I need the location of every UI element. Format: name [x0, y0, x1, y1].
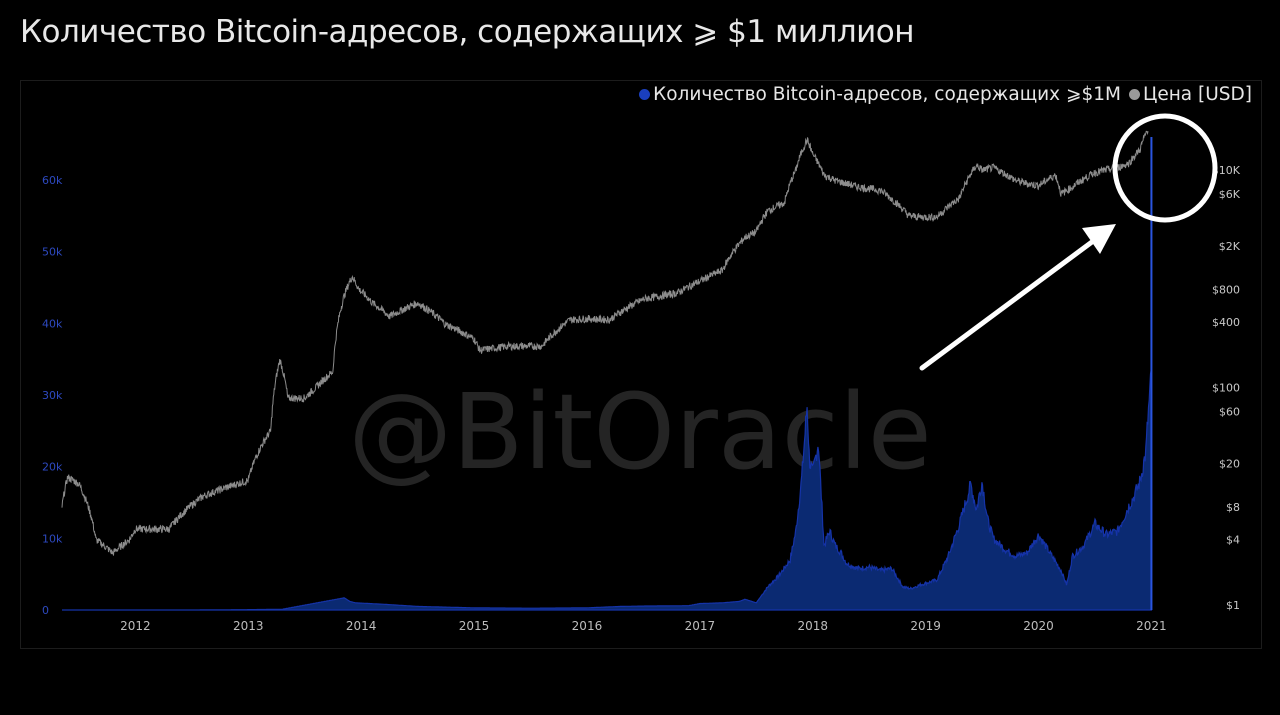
y-right-tick-label: $1 — [1226, 599, 1240, 612]
y-right-tick-label: $100 — [1212, 382, 1240, 395]
y-left-tick-label: 60k — [42, 174, 63, 187]
x-tick-label: 2020 — [1023, 619, 1054, 633]
x-tick-label: 2019 — [910, 619, 941, 633]
x-tick-label: 2017 — [685, 619, 716, 633]
y-left-tick-label: 50k — [42, 246, 63, 259]
legend-item-addresses[interactable]: Количество Bitcoin-адресов, содержащих ⩾… — [639, 84, 1121, 105]
y-right-tick-label: $4 — [1226, 534, 1240, 547]
x-tick-label: 2013 — [233, 619, 264, 633]
y-left-tick-label: 40k — [42, 317, 63, 330]
y-right-tick-label: $8 — [1226, 501, 1240, 514]
legend-label-addresses: Количество Bitcoin-адресов, содержащих ⩾… — [653, 84, 1121, 105]
y-right-tick-label: $400 — [1212, 316, 1240, 329]
axis-layer: 2012 2013 2014 2015 2016 2017 2018 2019 2020 2021… — [42, 164, 1241, 633]
legend-item-price[interactable]: Цена [USD] — [1128, 84, 1252, 105]
x-tick-label: 2015 — [459, 619, 490, 633]
legend: Количество Bitcoin-адресов, содержащих ⩾… — [639, 84, 1252, 105]
page-title: Количество Bitcoin-адресов, содержащих ⩾… — [20, 14, 915, 50]
legend-dot-price — [1128, 89, 1140, 100]
x-tick-label: 2012 — [120, 619, 151, 633]
annotation-layer — [919, 113, 1218, 371]
legend-dot-addresses — [639, 89, 651, 100]
y-right-tick-label: $800 — [1212, 283, 1240, 296]
y-left-tick-label: 10k — [42, 532, 63, 545]
price-line — [61, 130, 1149, 556]
y-left-tick-label: 20k — [42, 461, 63, 474]
annotation-arrow-shaft — [919, 233, 1103, 371]
y-right-tick-label: $60 — [1219, 406, 1240, 419]
annotation-arrow-head — [1082, 224, 1116, 254]
y-right-tick-label: $10K — [1212, 164, 1241, 177]
x-tick-label: 2021 — [1136, 619, 1167, 633]
y-right-tick-label: $2K — [1219, 240, 1241, 253]
y-left-tick-label: 0 — [42, 604, 49, 617]
y-right-tick-label: $6K — [1219, 188, 1241, 201]
x-tick-label: 2018 — [797, 619, 828, 633]
addresses-area — [62, 136, 1153, 611]
y-right-tick-label: $20 — [1219, 458, 1240, 471]
legend-label-price: Цена [USD] — [1142, 84, 1252, 105]
price-line-layer — [61, 130, 1149, 556]
y-left-tick-label: 30k — [42, 389, 63, 402]
watermark: @BitOracle — [348, 371, 931, 493]
highlight-circle — [1112, 113, 1218, 223]
x-tick-label: 2016 — [572, 619, 603, 633]
x-tick-label: 2014 — [346, 619, 377, 633]
